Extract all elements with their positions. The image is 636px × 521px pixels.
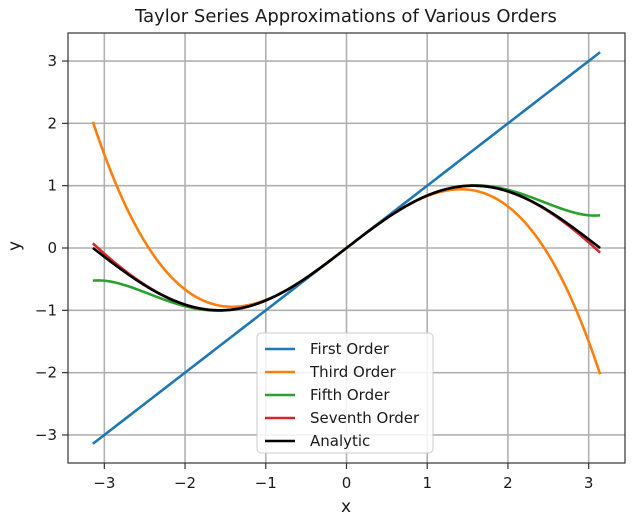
x-axis-label: x <box>341 497 351 517</box>
y-tick-label: −2 <box>35 364 57 382</box>
x-ticks: −3 −2 −1 0 1 2 3 <box>93 463 593 492</box>
y-tick-label: 3 <box>47 52 57 70</box>
y-ticks: −3 −2 −1 0 1 2 3 <box>35 52 68 444</box>
x-tick-label: 0 <box>342 474 352 492</box>
x-tick-label: 2 <box>503 474 513 492</box>
legend-box <box>256 332 434 454</box>
x-tick-label: −1 <box>255 474 277 492</box>
series-line-analytic <box>92 184 601 312</box>
legend: First Order Third Order Fifth Order Seventh… <box>256 332 434 454</box>
y-tick-label: −3 <box>35 426 57 444</box>
legend-label-analytic: Analytic <box>310 432 370 450</box>
x-tick-label: −3 <box>93 474 115 492</box>
y-tick-label: −1 <box>35 301 57 319</box>
chart-title: Taylor Series Approximations of Various … <box>134 6 557 27</box>
x-tick-label: 1 <box>422 474 432 492</box>
y-tick-label: 1 <box>47 177 57 195</box>
y-tick-label: 2 <box>47 114 57 132</box>
x-tick-label: −2 <box>174 474 196 492</box>
legend-label-third-order: Third Order <box>309 363 396 381</box>
y-axis-label: y <box>5 241 25 251</box>
legend-label-fifth-order: Fifth Order <box>310 386 390 404</box>
x-tick-label: 3 <box>584 474 594 492</box>
legend-label-first-order: First Order <box>310 340 390 358</box>
plot-lines <box>91 51 602 445</box>
legend-label-seventh-order: Seventh Order <box>310 409 420 427</box>
y-tick-label: 0 <box>47 239 57 257</box>
